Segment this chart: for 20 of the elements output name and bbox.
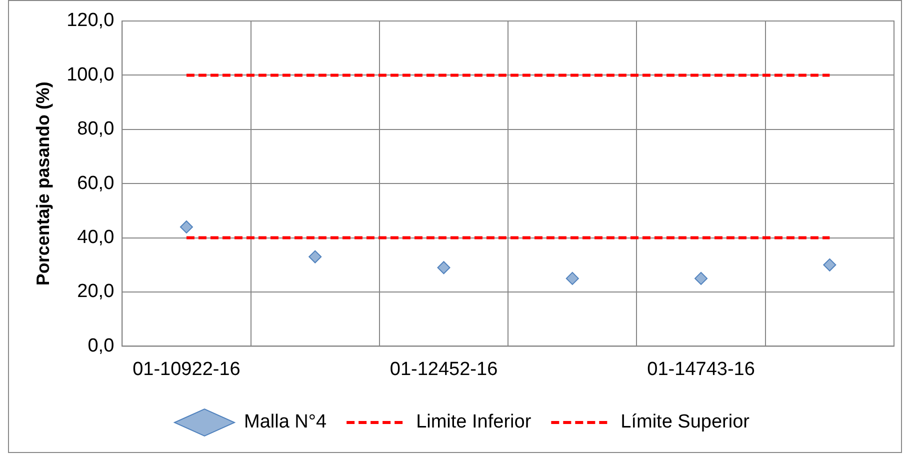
y-tick-label: 20,0 [77, 281, 114, 302]
legend-label: Malla N°4 [244, 412, 328, 433]
point [308, 250, 322, 264]
x-tick-label: 01-10922-16 [132, 358, 240, 380]
point [566, 272, 579, 285]
legend-label: Limite Inferior [416, 412, 532, 433]
y-tick-label: 60,0 [77, 172, 114, 194]
y-tick-label: 0,0 [88, 335, 114, 356]
y-tick-label: 40,0 [77, 227, 114, 248]
point [437, 261, 450, 274]
y-axis-title: Porcentaje pasando (%) [32, 82, 53, 286]
y-tick-label: 120,0 [66, 10, 114, 32]
y-tick-label: 80,0 [77, 118, 114, 140]
x-tick-label: 01-14743-16 [647, 358, 755, 380]
point [180, 220, 193, 234]
legend-label: Límite Superior [620, 412, 750, 433]
point [694, 272, 708, 285]
y-tick-label: 100,0 [66, 64, 114, 86]
x-tick-label: 01-12452-16 [390, 358, 498, 380]
point [823, 258, 836, 272]
